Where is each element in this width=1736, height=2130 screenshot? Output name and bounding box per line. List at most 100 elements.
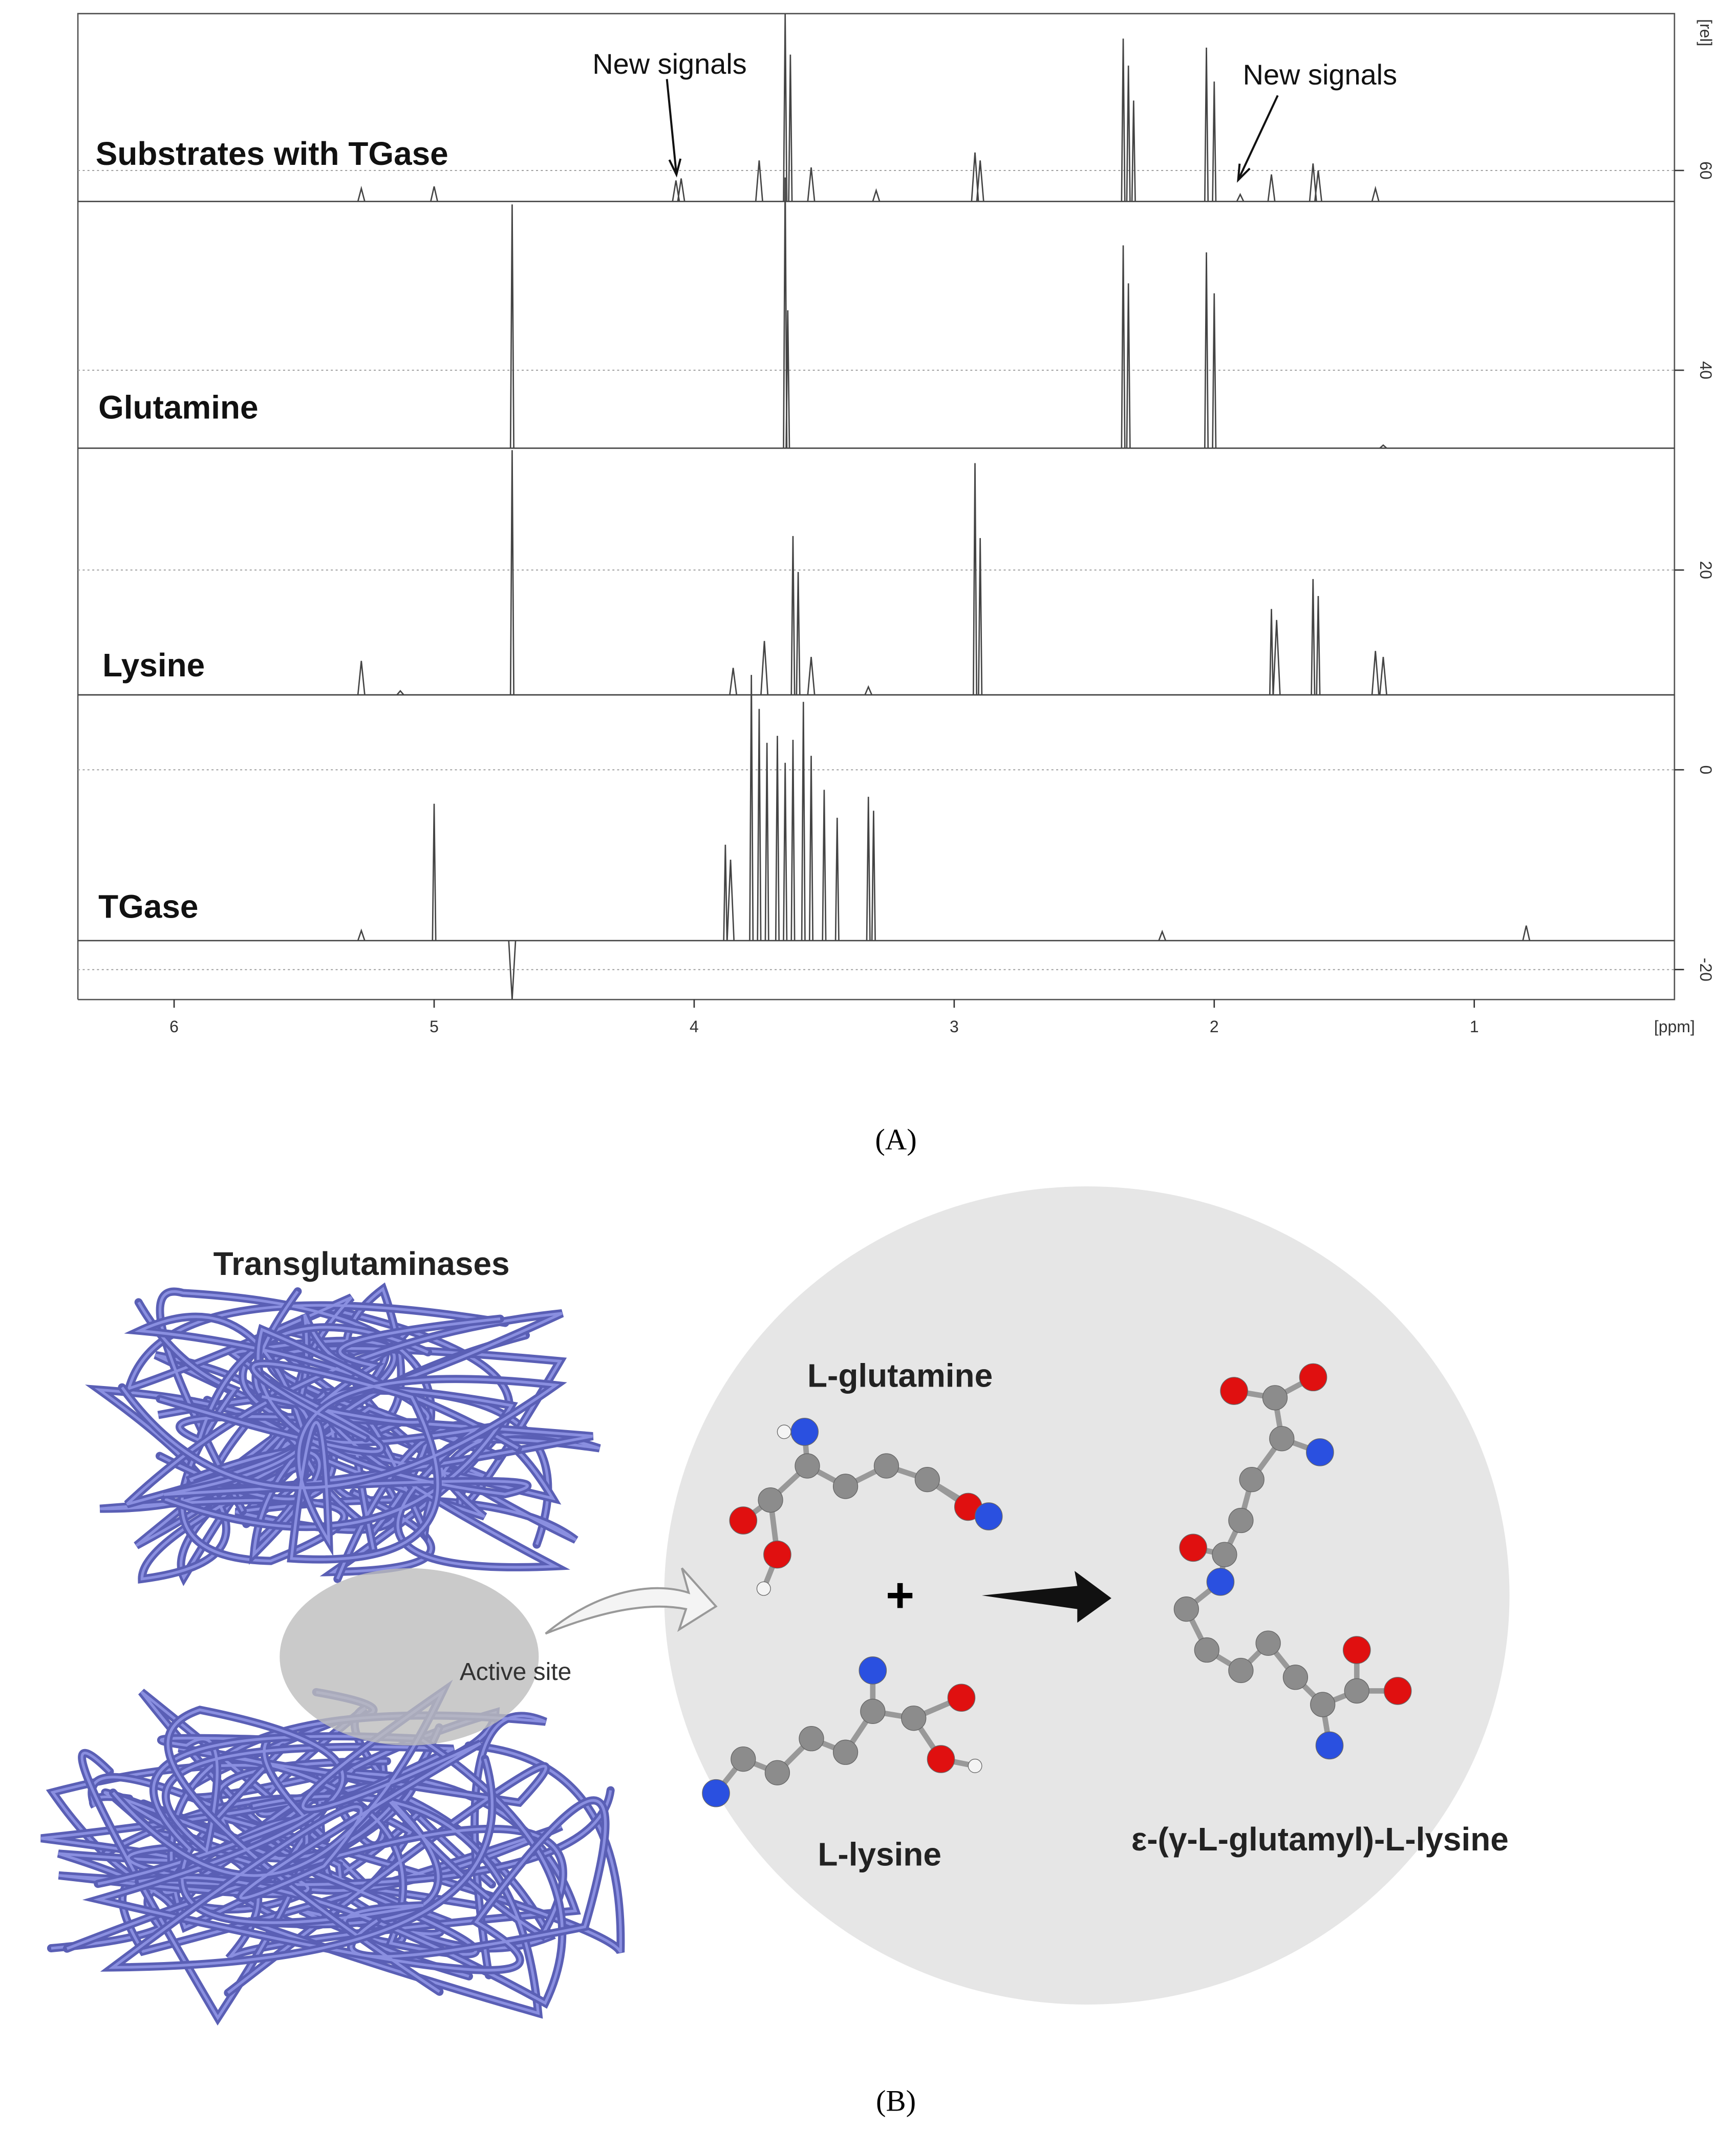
atom bbox=[947, 1684, 976, 1712]
protein-ribbon bbox=[40, 1282, 625, 2026]
atom bbox=[790, 1418, 819, 1446]
peak bbox=[796, 572, 801, 695]
x-axis-label: [ppm] bbox=[1654, 1017, 1695, 1036]
peak bbox=[1204, 47, 1209, 202]
peak bbox=[749, 675, 754, 941]
peak bbox=[783, 177, 788, 449]
peak bbox=[1121, 38, 1126, 202]
atom bbox=[1262, 1385, 1288, 1411]
molecules bbox=[702, 1363, 1412, 1807]
peak bbox=[808, 756, 814, 941]
peak bbox=[1121, 245, 1126, 449]
atom bbox=[1194, 1637, 1219, 1663]
plot-frame bbox=[77, 13, 1676, 1000]
arrow-head bbox=[668, 158, 682, 178]
peak bbox=[866, 797, 871, 941]
peak bbox=[755, 160, 763, 202]
arrow-shaft bbox=[1237, 95, 1279, 181]
ribbon-highlight bbox=[66, 1786, 565, 2015]
peak bbox=[976, 160, 984, 202]
peak bbox=[432, 803, 437, 941]
atom bbox=[1212, 1542, 1237, 1567]
atom bbox=[731, 1746, 756, 1772]
atom bbox=[1206, 1568, 1235, 1596]
peak bbox=[1309, 163, 1317, 202]
peak bbox=[1267, 174, 1276, 202]
atom bbox=[860, 1698, 886, 1724]
active-site-label: Active site bbox=[460, 1658, 571, 1686]
peak bbox=[807, 656, 816, 695]
ribbon-highlight bbox=[159, 1328, 529, 1496]
x-tick-label: 3 bbox=[950, 1017, 959, 1036]
peak bbox=[785, 310, 790, 449]
atom bbox=[1315, 1731, 1344, 1760]
peak bbox=[430, 186, 438, 202]
atom bbox=[1306, 1438, 1334, 1466]
protein-label: Transglutaminases bbox=[213, 1245, 510, 1282]
ribbon-highlight bbox=[93, 1708, 607, 1993]
peak bbox=[1126, 283, 1131, 449]
peak bbox=[822, 790, 827, 941]
atom bbox=[914, 1466, 940, 1493]
atom bbox=[758, 1487, 783, 1513]
trace-label: Substrates with TGase bbox=[96, 135, 448, 172]
peak bbox=[357, 928, 366, 941]
trace-label: Lysine bbox=[102, 647, 205, 684]
peak bbox=[1272, 620, 1281, 695]
y-tick-label: 60 bbox=[1697, 161, 1715, 180]
atom bbox=[1342, 1636, 1371, 1664]
x-tick-label: 4 bbox=[690, 1017, 699, 1036]
peak bbox=[757, 709, 762, 941]
peak bbox=[834, 818, 840, 941]
peak bbox=[1126, 66, 1131, 202]
peak bbox=[801, 701, 806, 941]
peak bbox=[1212, 81, 1217, 202]
peak bbox=[807, 167, 816, 202]
peak bbox=[1131, 100, 1136, 202]
atom bbox=[1344, 1678, 1369, 1704]
peak bbox=[508, 940, 517, 1000]
reactant-label: L-lysine bbox=[818, 1836, 941, 1872]
peak bbox=[871, 811, 876, 941]
peak bbox=[357, 661, 366, 695]
peak bbox=[1379, 444, 1387, 449]
y-tick-label: 0 bbox=[1697, 765, 1715, 775]
atom bbox=[901, 1706, 927, 1731]
peak bbox=[1158, 929, 1167, 941]
atom bbox=[795, 1453, 820, 1479]
atom bbox=[1255, 1630, 1281, 1656]
peak bbox=[1371, 651, 1380, 695]
peak bbox=[396, 690, 404, 696]
peak bbox=[790, 739, 796, 941]
atom bbox=[974, 1502, 1003, 1530]
atom bbox=[1220, 1377, 1248, 1405]
peak bbox=[764, 742, 769, 941]
peak bbox=[783, 13, 788, 202]
active-site bbox=[280, 1568, 539, 1745]
curved-arrow bbox=[545, 1567, 718, 1635]
peak bbox=[978, 538, 983, 695]
caption-b: (B) bbox=[876, 2084, 916, 2118]
x-tick-label: 1 bbox=[1470, 1017, 1479, 1036]
trace-label: Glutamine bbox=[98, 389, 258, 426]
atom bbox=[1299, 1363, 1327, 1392]
peak bbox=[1379, 656, 1387, 695]
reaction-arrow bbox=[981, 1571, 1111, 1623]
atom bbox=[764, 1760, 790, 1785]
atom bbox=[859, 1656, 887, 1685]
peak bbox=[357, 185, 366, 202]
peak bbox=[1269, 609, 1274, 695]
peak bbox=[783, 762, 788, 941]
peak bbox=[509, 204, 515, 449]
reactant-label: L-glutamine bbox=[807, 1357, 993, 1394]
x-tick-label: 2 bbox=[1210, 1017, 1219, 1036]
peak bbox=[1311, 579, 1316, 695]
atom bbox=[1228, 1657, 1254, 1684]
atom bbox=[756, 1581, 771, 1596]
atom bbox=[1269, 1426, 1295, 1452]
x-tick-label: 6 bbox=[169, 1017, 179, 1036]
nmr-panel: 60 40 20 0 -20 [rel] 6 5 4 3 2 1 [ppm] Substrates wit… bbox=[77, 13, 1715, 1036]
ribbon-highlight bbox=[121, 1362, 560, 1561]
ribbon-highlight bbox=[121, 1744, 623, 1953]
